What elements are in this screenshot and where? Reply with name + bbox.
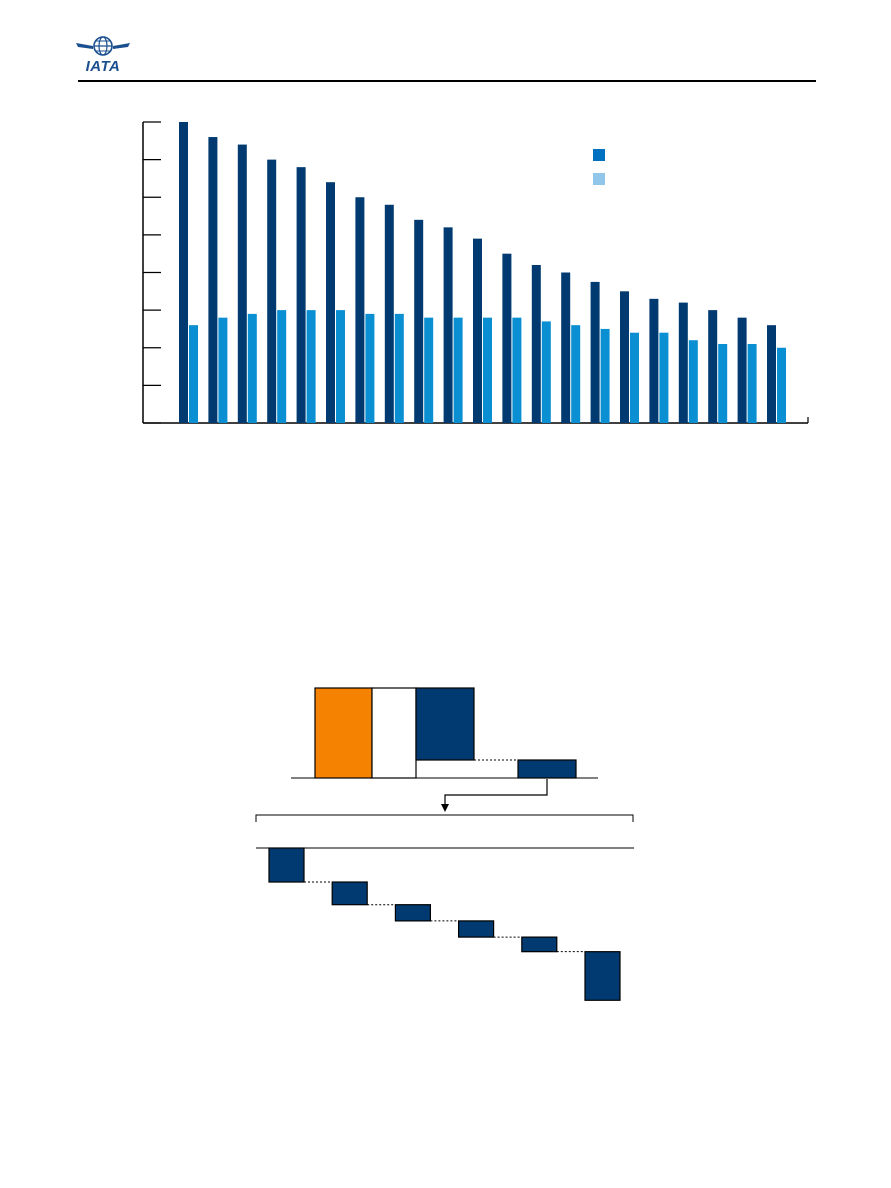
bar-series-1 bbox=[208, 137, 218, 424]
bar-series-1 bbox=[267, 159, 277, 423]
logo-wordmark: IATA bbox=[85, 58, 121, 75]
bar-series-2 bbox=[247, 313, 257, 423]
bar-series-2 bbox=[306, 310, 316, 423]
breakdown-bracket bbox=[255, 814, 634, 822]
bottom-waterfall-bar bbox=[268, 847, 305, 883]
bar-series-2 bbox=[218, 317, 228, 423]
bar-series-1 bbox=[649, 298, 659, 423]
bar-series-2 bbox=[424, 317, 434, 423]
bar-series-2 bbox=[483, 317, 492, 423]
bar-series-1 bbox=[590, 281, 600, 423]
bar-series-2 bbox=[453, 317, 463, 423]
bar-series-1 bbox=[384, 204, 394, 423]
drilldown-arrow bbox=[444, 779, 548, 806]
bar-series-1 bbox=[620, 291, 629, 423]
bar-series-2 bbox=[277, 310, 287, 423]
bar-series-2 bbox=[189, 325, 198, 423]
bar-series-2 bbox=[571, 325, 581, 423]
bar-series-2 bbox=[630, 332, 639, 423]
top-waterfall-bar bbox=[517, 759, 577, 779]
bar-chart bbox=[142, 121, 809, 424]
bar-series-2 bbox=[600, 328, 610, 423]
drilldown-arrowhead bbox=[441, 804, 449, 812]
bottom-waterfall-bar bbox=[521, 936, 558, 953]
bar-series-2 bbox=[541, 321, 551, 423]
bar-series-1 bbox=[443, 227, 453, 423]
bar-series-1 bbox=[326, 182, 335, 423]
bottom-waterfall-bar bbox=[584, 951, 621, 1001]
bar-series-1 bbox=[737, 317, 747, 423]
bar-series-1 bbox=[502, 253, 512, 423]
bar-series-1 bbox=[296, 167, 306, 423]
bar-series-2 bbox=[688, 340, 698, 423]
bar-series-2 bbox=[777, 347, 786, 423]
bar-series-2 bbox=[659, 332, 669, 423]
bar-series-1 bbox=[531, 264, 541, 423]
bottom-waterfall-bar bbox=[394, 904, 431, 922]
globe-wings-icon bbox=[76, 36, 130, 56]
bar-series-1 bbox=[473, 238, 482, 423]
iata-logo: IATA bbox=[74, 34, 132, 78]
bar-series-1 bbox=[179, 122, 188, 423]
top-waterfall-bar bbox=[415, 687, 475, 761]
top-waterfall-bar bbox=[314, 687, 373, 779]
header-divider bbox=[78, 80, 816, 82]
bar-series-2 bbox=[336, 310, 345, 423]
bar-series-2 bbox=[747, 343, 757, 423]
bar-series-2 bbox=[512, 317, 522, 423]
page-header: IATA bbox=[0, 0, 891, 90]
bar-series-2 bbox=[365, 313, 375, 423]
bottom-waterfall-bar bbox=[458, 920, 495, 938]
bar-series-1 bbox=[237, 144, 247, 423]
bar-series-1 bbox=[561, 272, 571, 423]
bar-series-1 bbox=[414, 219, 424, 423]
bar-series-1 bbox=[678, 302, 688, 423]
bar-series-1 bbox=[708, 310, 718, 423]
bottom-waterfall-bar bbox=[331, 881, 368, 906]
legend-swatch bbox=[593, 173, 605, 185]
top-waterfall-bar bbox=[371, 687, 417, 779]
bar-series-2 bbox=[394, 313, 404, 423]
legend-swatch bbox=[593, 149, 605, 161]
bar-series-2 bbox=[718, 343, 728, 423]
bar-series-1 bbox=[355, 197, 365, 423]
bar-series-1 bbox=[767, 325, 776, 423]
